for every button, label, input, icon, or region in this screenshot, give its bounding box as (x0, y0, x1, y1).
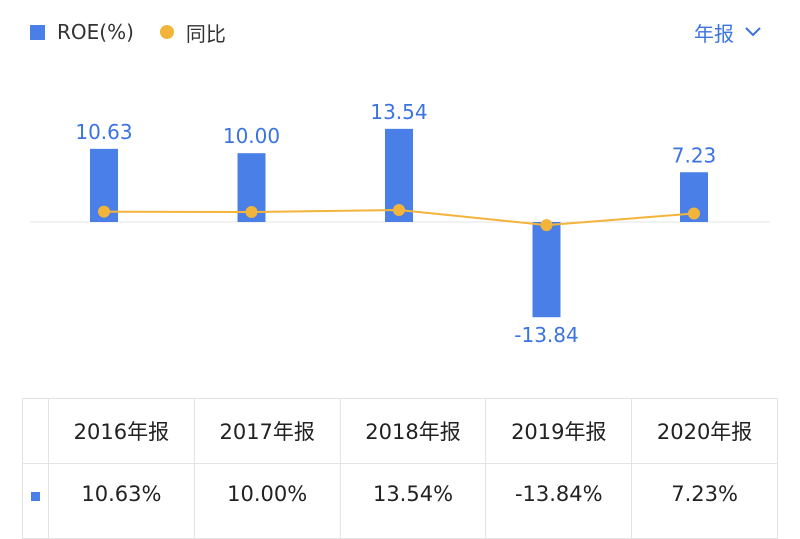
legend-item-yoy[interactable]: 同比 (159, 18, 226, 47)
legend-item-roe[interactable]: ROE(%) (30, 20, 134, 44)
roe-table: 2016年报 2017年报 2018年报 2019年报 2020年报 10.63… (22, 398, 778, 539)
chevron-down-icon (745, 27, 761, 37)
roe-bar-swatch (30, 24, 45, 40)
legend-roe-label: ROE(%) (57, 20, 134, 44)
value-cell: 10.63% (48, 463, 195, 539)
roe-data-label: 10.00 (223, 124, 280, 148)
roe-data-label: 7.23 (672, 143, 717, 167)
value-cell: 13.54% (339, 463, 487, 539)
yoy-point (688, 207, 700, 220)
yoy-point (245, 206, 258, 218)
roe-chart: 10.63 10.00 13.54 -13.84 7.23 (30, 100, 770, 347)
row-swatch-cell (22, 463, 49, 539)
value-cell: 7.23% (631, 463, 778, 539)
value-cell: -13.84% (485, 463, 633, 539)
yoy-dot-swatch (159, 25, 174, 39)
value-cell: 10.00% (193, 463, 341, 539)
header-cell: 2020年报 (631, 398, 778, 464)
roe-bar (532, 222, 561, 318)
chart-legend: ROE(%) 同比 (30, 16, 252, 48)
yoy-point (98, 205, 110, 218)
header-cell: 2017年报 (193, 398, 341, 464)
period-selector-label: 年报 (694, 21, 734, 46)
header-spacer (22, 398, 49, 464)
table-row: 10.63% 10.00% 13.54% -13.84% 7.23% (22, 463, 778, 539)
header-cell: 2016年报 (48, 398, 195, 464)
roe-data-label: 13.54 (370, 100, 427, 124)
yoy-point (393, 204, 405, 217)
header-cell: 2019年报 (485, 398, 633, 464)
roe-data-label: 10.63 (75, 120, 132, 144)
legend-yoy-label: 同比 (185, 21, 226, 46)
roe-row-swatch (31, 492, 40, 501)
period-selector[interactable]: 年报 (694, 16, 762, 48)
header-cell: 2018年报 (339, 398, 487, 464)
table-header-row: 2016年报 2017年报 2018年报 2019年报 2020年报 (22, 398, 778, 464)
yoy-point (540, 219, 553, 232)
roe-data-label: -13.84 (514, 323, 578, 347)
